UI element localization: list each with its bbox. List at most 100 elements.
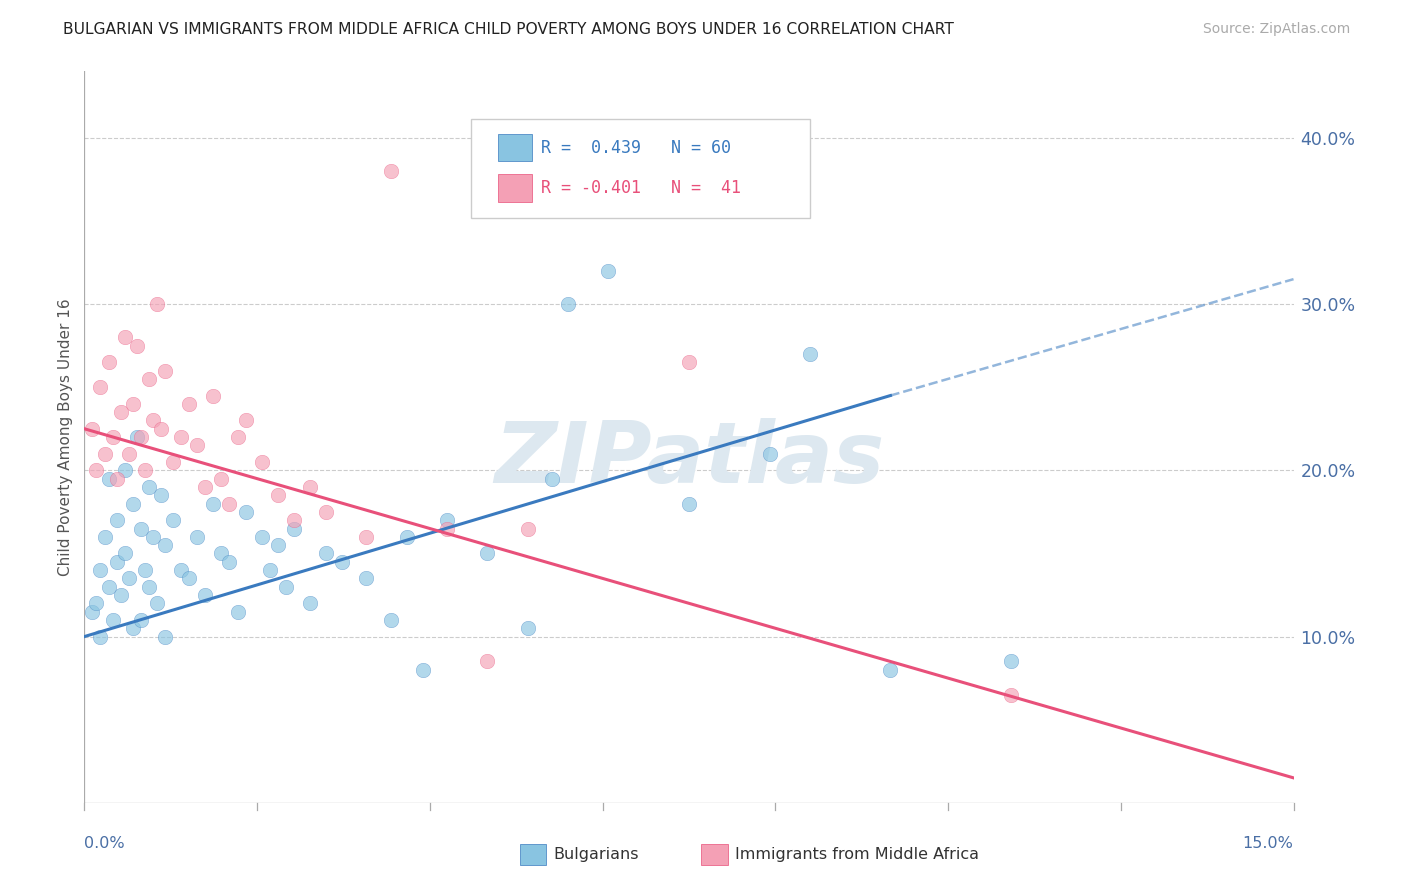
Text: Bulgarians: Bulgarians <box>554 847 638 863</box>
Bar <box>498 174 531 202</box>
Point <box>105 513 128 527</box>
Point <box>121 497 143 511</box>
Text: 15.0%: 15.0% <box>1243 836 1294 851</box>
Point <box>477 546 499 560</box>
Point <box>82 605 104 619</box>
Point <box>93 530 115 544</box>
Text: BULGARIAN VS IMMIGRANTS FROM MIDDLE AFRICA CHILD POVERTY AMONG BOYS UNDER 16 COR: BULGARIAN VS IMMIGRANTS FROM MIDDLE AFRI… <box>63 22 955 37</box>
Text: Immigrants from Middle Africa: Immigrants from Middle Africa <box>735 847 979 863</box>
Point <box>380 164 402 178</box>
Point <box>162 513 184 527</box>
Point <box>114 546 136 560</box>
Point <box>235 413 257 427</box>
Point <box>226 605 249 619</box>
Point <box>678 497 700 511</box>
Point <box>170 563 193 577</box>
Point <box>110 588 132 602</box>
Bar <box>702 845 728 865</box>
Point <box>315 505 337 519</box>
Point <box>125 338 148 352</box>
Point <box>202 497 225 511</box>
Point <box>97 355 120 369</box>
Point <box>142 530 165 544</box>
Point <box>267 488 290 502</box>
Point <box>395 530 418 544</box>
Point <box>86 596 108 610</box>
Point <box>477 655 499 669</box>
Point <box>516 521 538 535</box>
Point <box>153 630 176 644</box>
Y-axis label: Child Poverty Among Boys Under 16: Child Poverty Among Boys Under 16 <box>58 298 73 576</box>
Text: ZIPatlas: ZIPatlas <box>494 417 884 500</box>
Point <box>250 455 273 469</box>
Point <box>412 663 434 677</box>
Point <box>274 580 297 594</box>
Point <box>134 463 156 477</box>
Point <box>105 472 128 486</box>
Point <box>226 430 249 444</box>
Point <box>209 546 232 560</box>
Point <box>186 438 208 452</box>
Point <box>110 405 132 419</box>
Point <box>356 530 378 544</box>
Point <box>129 613 152 627</box>
Point <box>101 613 124 627</box>
Point <box>1000 688 1022 702</box>
Point <box>758 447 780 461</box>
Point <box>105 555 128 569</box>
Point <box>138 480 160 494</box>
Point <box>114 463 136 477</box>
Point <box>356 571 378 585</box>
Point <box>678 355 700 369</box>
Point <box>436 513 458 527</box>
Point <box>101 430 124 444</box>
Point <box>138 580 160 594</box>
Point <box>179 397 201 411</box>
Point <box>557 297 579 311</box>
Point <box>799 347 821 361</box>
Point <box>134 563 156 577</box>
Point <box>598 264 620 278</box>
Point <box>146 297 169 311</box>
Point <box>186 530 208 544</box>
Point <box>149 422 172 436</box>
Point <box>86 463 108 477</box>
Point <box>283 521 305 535</box>
Point <box>194 588 217 602</box>
Point <box>153 363 176 377</box>
Point <box>97 472 120 486</box>
Point <box>162 455 184 469</box>
Point <box>218 555 240 569</box>
Point <box>114 330 136 344</box>
Point <box>170 430 193 444</box>
Point <box>142 413 165 427</box>
Point <box>97 580 120 594</box>
Bar <box>520 845 547 865</box>
Text: 0.0%: 0.0% <box>84 836 125 851</box>
Point <box>89 563 111 577</box>
Point <box>209 472 232 486</box>
Point <box>250 530 273 544</box>
Point <box>146 596 169 610</box>
Point <box>330 555 353 569</box>
Point <box>267 538 290 552</box>
Point <box>299 596 322 610</box>
Point <box>118 447 141 461</box>
Point <box>149 488 172 502</box>
Point <box>283 513 305 527</box>
Point <box>516 621 538 635</box>
Point <box>129 430 152 444</box>
Point <box>121 621 143 635</box>
Point <box>541 472 564 486</box>
Point <box>299 480 322 494</box>
Point <box>202 388 225 402</box>
Point <box>436 521 458 535</box>
Point <box>129 521 152 535</box>
Point <box>179 571 201 585</box>
Point <box>153 538 176 552</box>
Point <box>1000 655 1022 669</box>
Point <box>259 563 281 577</box>
Text: R =  0.439   N = 60: R = 0.439 N = 60 <box>541 139 731 157</box>
Point <box>93 447 115 461</box>
Point <box>121 397 143 411</box>
